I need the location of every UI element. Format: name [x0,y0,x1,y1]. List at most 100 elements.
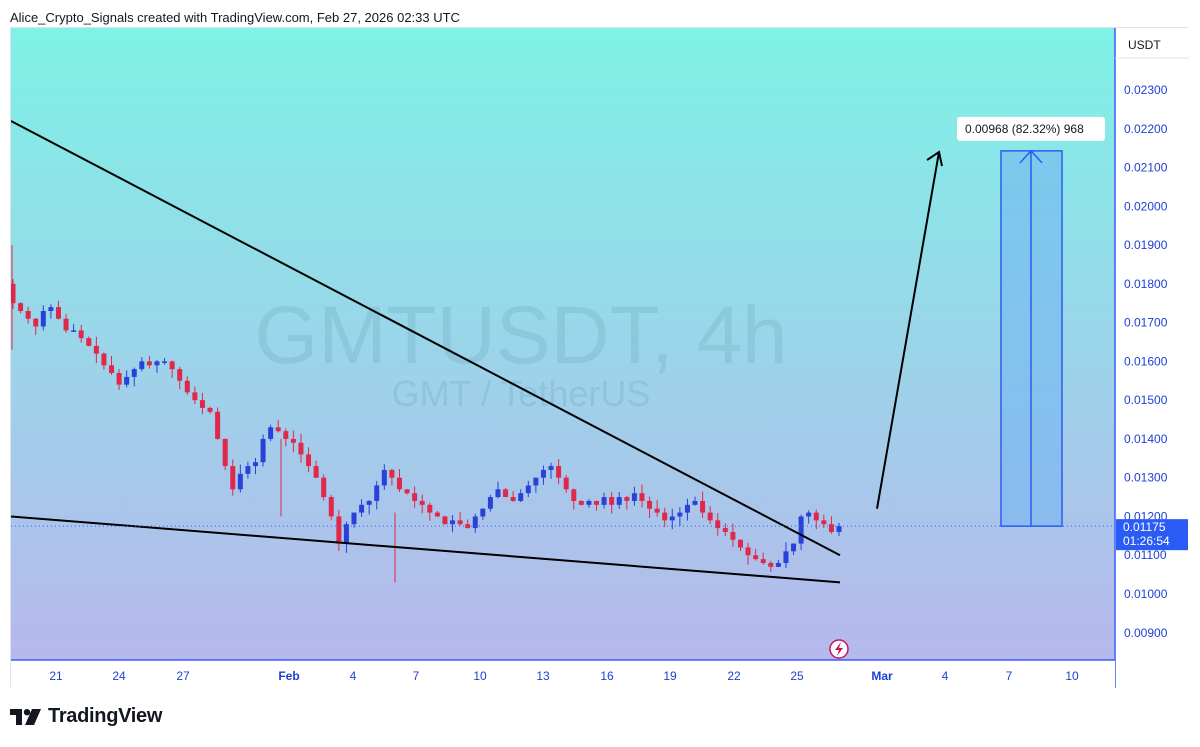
price-tick-label: 0.01900 [1124,238,1168,252]
candle-body [412,493,418,501]
upper-trendline[interactable] [11,120,841,557]
candle-body [722,528,728,532]
candlestick-series [11,245,842,583]
candle-body [343,524,349,544]
time-tick-label: 13 [536,669,550,683]
candle-body [374,485,380,501]
candle-body [480,508,486,517]
candle-body [775,562,781,567]
candle-body [18,303,24,311]
candle-body [525,485,531,494]
candle-body [571,489,577,501]
candle-body [434,512,440,517]
candle-body [654,508,660,513]
candle-body [275,427,281,432]
candle-body [836,526,842,532]
candle-body [692,500,698,505]
candle-body [222,438,228,467]
candle-body [78,330,84,339]
candle-body [540,469,546,478]
candle-body [139,361,145,370]
candle-body [184,380,190,393]
candle-body [351,512,357,525]
plot-area[interactable] [11,28,1115,660]
candle-body [237,473,243,490]
time-tick-label: Mar [871,669,893,683]
chart-panel[interactable]: GMTUSDT, 4h GMT / TetherUS 0.00968 (82.3… [10,27,1189,688]
candle-body [647,500,653,509]
candle-body [71,330,77,332]
candle-body [442,516,448,525]
candle-body [737,539,743,548]
projection-arrowhead [926,150,943,167]
last-price-badge: 0.01175 01:26:54 [1116,519,1188,551]
price-tick-label: 0.01800 [1124,277,1168,291]
candle-body [609,497,615,505]
candle-body [169,361,175,370]
price-chart[interactable]: GMTUSDT, 4h GMT / TetherUS 0.00968 (82.3… [11,28,1189,688]
candle-body [33,318,39,327]
time-tick-label: 7 [1006,669,1013,683]
candle-body [677,512,683,517]
candle-body [768,562,774,567]
price-tick-label: 0.01500 [1124,393,1168,407]
candle-body [313,466,319,478]
candle-body [86,338,92,346]
lightning-icon[interactable] [829,639,849,659]
candle-body [328,497,334,517]
last-price-badge-bg [1116,519,1188,551]
candle-body [791,543,797,552]
time-tick-label: 10 [1065,669,1079,683]
lower-trendline[interactable] [11,515,841,584]
currency-label: USDT [1128,38,1161,52]
candle-body [487,497,493,509]
time-tick-label: 25 [790,669,804,683]
measure-label: 0.00968 (82.32%) 968 [957,116,1105,141]
candle-body [533,477,539,486]
time-tick-label: 22 [727,669,741,683]
price-tick-label: 0.01100 [1124,548,1167,562]
candle-body [389,469,395,478]
time-axis[interactable] [11,660,1115,688]
candle-body [336,516,342,544]
candle-body [457,520,463,525]
candle-body [321,477,327,498]
candle-body [381,469,387,486]
footer: TradingView [10,705,162,728]
candle-body [813,512,819,521]
candle-body [283,431,289,439]
candle-body [101,353,107,366]
price-tick-label: 0.02200 [1124,122,1168,136]
candle-body [268,427,274,439]
candle-body [245,466,251,474]
candle-body [93,345,99,354]
candle-body [215,411,221,439]
chart-attribution: Alice_Crypto_Signals created with Tradin… [10,10,460,25]
candle-body [162,361,168,363]
candle-body [252,462,258,467]
candle-body [783,551,789,563]
candle-body [662,512,668,521]
candle-body [730,531,736,540]
price-tick-label: 0.02300 [1124,83,1168,97]
time-tick-label: 4 [350,669,357,683]
candle-body [556,466,562,478]
candle-body [124,376,130,385]
candle-body [63,318,69,331]
candle-body [639,493,645,501]
time-tick-label: 7 [413,669,420,683]
candle-body [753,555,759,560]
candle-body [146,361,152,366]
candle-body [359,504,365,513]
candle-body [503,489,509,498]
projection-arrow[interactable] [876,151,940,509]
candle-body [207,407,213,412]
candle-body [548,466,554,470]
candle-body [396,477,402,490]
candle-body [177,369,183,381]
candle-body [472,516,478,529]
price-axis[interactable] [1115,28,1189,688]
candle-body [616,497,622,505]
time-tick-label: 4 [942,669,949,683]
watermark-description: GMT / TetherUS [392,373,651,414]
